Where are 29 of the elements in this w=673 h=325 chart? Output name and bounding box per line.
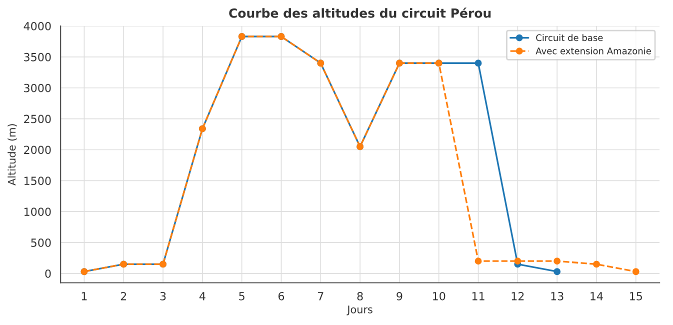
x-tick-label: 14 <box>590 292 603 300</box>
y-tick-label: 1500 <box>24 176 51 186</box>
y-tick-label: 3000 <box>24 84 51 92</box>
chart-title: Courbe des altitudes du circuit Pérou <box>229 8 491 18</box>
x-tick-label: 4 <box>199 292 206 300</box>
x-tick-label: 11 <box>472 292 484 300</box>
x-tick-label: 10 <box>433 292 446 300</box>
x-tick-label: 6 <box>278 292 284 300</box>
legend-label: Avec extension Amazonie <box>536 47 651 54</box>
y-tick-label: 500 <box>31 238 51 247</box>
x-axis-title: Jours <box>346 306 372 316</box>
y-tick-label: 1000 <box>24 208 51 216</box>
x-tick-label: 5 <box>239 292 244 300</box>
legend-label: Circuit de base <box>536 34 603 42</box>
x-tick-label: 15 <box>630 292 642 300</box>
x-tick-label: 2 <box>120 292 126 300</box>
x-tick-label: 13 <box>551 292 564 300</box>
x-tick-label: 3 <box>160 292 166 300</box>
y-tick-label: 3500 <box>24 52 51 62</box>
y-tick-label: 0 <box>45 269 51 278</box>
y-axis-title: Altitude (m) <box>8 124 17 186</box>
x-tick-label: 8 <box>357 292 363 300</box>
x-tick-label: 7 <box>318 292 324 300</box>
y-tick-label: 4000 <box>24 22 51 30</box>
y-tick-label: 2000 <box>24 146 51 154</box>
y-tick-label: 2500 <box>24 114 51 124</box>
x-tick-label: 1 <box>82 292 87 300</box>
x-tick-label: 12 <box>512 292 524 300</box>
x-tick-label: 9 <box>396 292 402 300</box>
